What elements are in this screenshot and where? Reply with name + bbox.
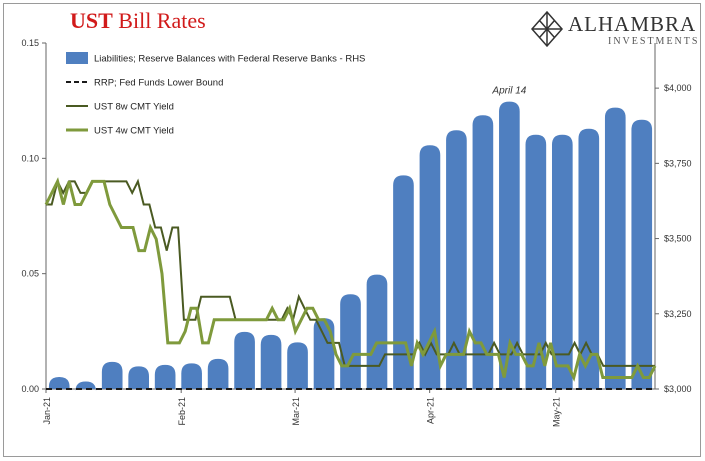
reserve-bar	[551, 134, 573, 389]
legend-label: Liabilities; Reserve Balances with Feder…	[94, 54, 365, 65]
x-tick-label: May-21	[552, 397, 562, 427]
diamond-lattice-icon	[530, 10, 564, 48]
reserve-bar	[366, 274, 388, 389]
left-tick-label: 0.05	[21, 269, 39, 279]
logo-name: ALHAMBRA	[568, 12, 697, 36]
legend-label: UST 4w CMT Yield	[94, 126, 174, 137]
reserve-bar	[340, 294, 361, 389]
x-tick-label: Jan-21	[42, 397, 52, 425]
x-tick-label: Mar-21	[291, 397, 301, 426]
left-tick-label: 0.15	[21, 38, 39, 48]
reserve-bar	[499, 101, 520, 390]
reserve-bar	[234, 331, 255, 389]
left-tick-label: 0.10	[21, 153, 39, 163]
reserve-bar	[313, 318, 335, 389]
reserve-bar	[260, 334, 282, 389]
reserve-bar	[446, 130, 467, 389]
title-rest: Bill Rates	[118, 8, 206, 33]
reserve-bar	[101, 361, 123, 389]
right-tick-label: $3,750	[664, 158, 692, 168]
ust4w-line	[44, 177, 657, 382]
reserve-bar	[631, 119, 653, 389]
reserve-bar	[525, 134, 547, 389]
right-tick-label: $3,250	[664, 309, 692, 319]
right-tick-label: $3,500	[664, 234, 692, 244]
legend-label: RRP; Fed Funds Lower Bound	[94, 78, 223, 89]
reserve-bar	[472, 115, 494, 390]
reserve-bar	[207, 358, 229, 389]
legend-label: UST 8w CMT Yield	[94, 102, 174, 113]
reserve-bar	[128, 366, 150, 389]
reserve-bar	[154, 364, 176, 389]
reserve-bar	[578, 128, 600, 389]
x-tick-label: Apr-21	[426, 397, 436, 424]
logo-subtitle: INVESTMENTS	[608, 36, 700, 47]
reserve-bar	[48, 376, 70, 389]
alhambra-logo: ALHAMBRA INVESTMENTS	[530, 10, 700, 50]
chart-title: UST Bill Rates	[70, 8, 206, 34]
reserve-bar	[181, 363, 202, 389]
title-bold: UST	[70, 8, 113, 33]
reserve-bar	[604, 107, 626, 390]
right-tick-label: $4,000	[664, 83, 692, 93]
legend-swatch-bars	[66, 52, 88, 64]
annotation-label: April 14	[491, 86, 526, 97]
right-tick-label: $3,000	[664, 384, 692, 394]
x-tick-label: Feb-21	[177, 397, 187, 426]
reserve-bar	[287, 342, 308, 389]
reserve-bar	[393, 175, 414, 389]
left-tick-label: 0.00	[21, 384, 39, 394]
